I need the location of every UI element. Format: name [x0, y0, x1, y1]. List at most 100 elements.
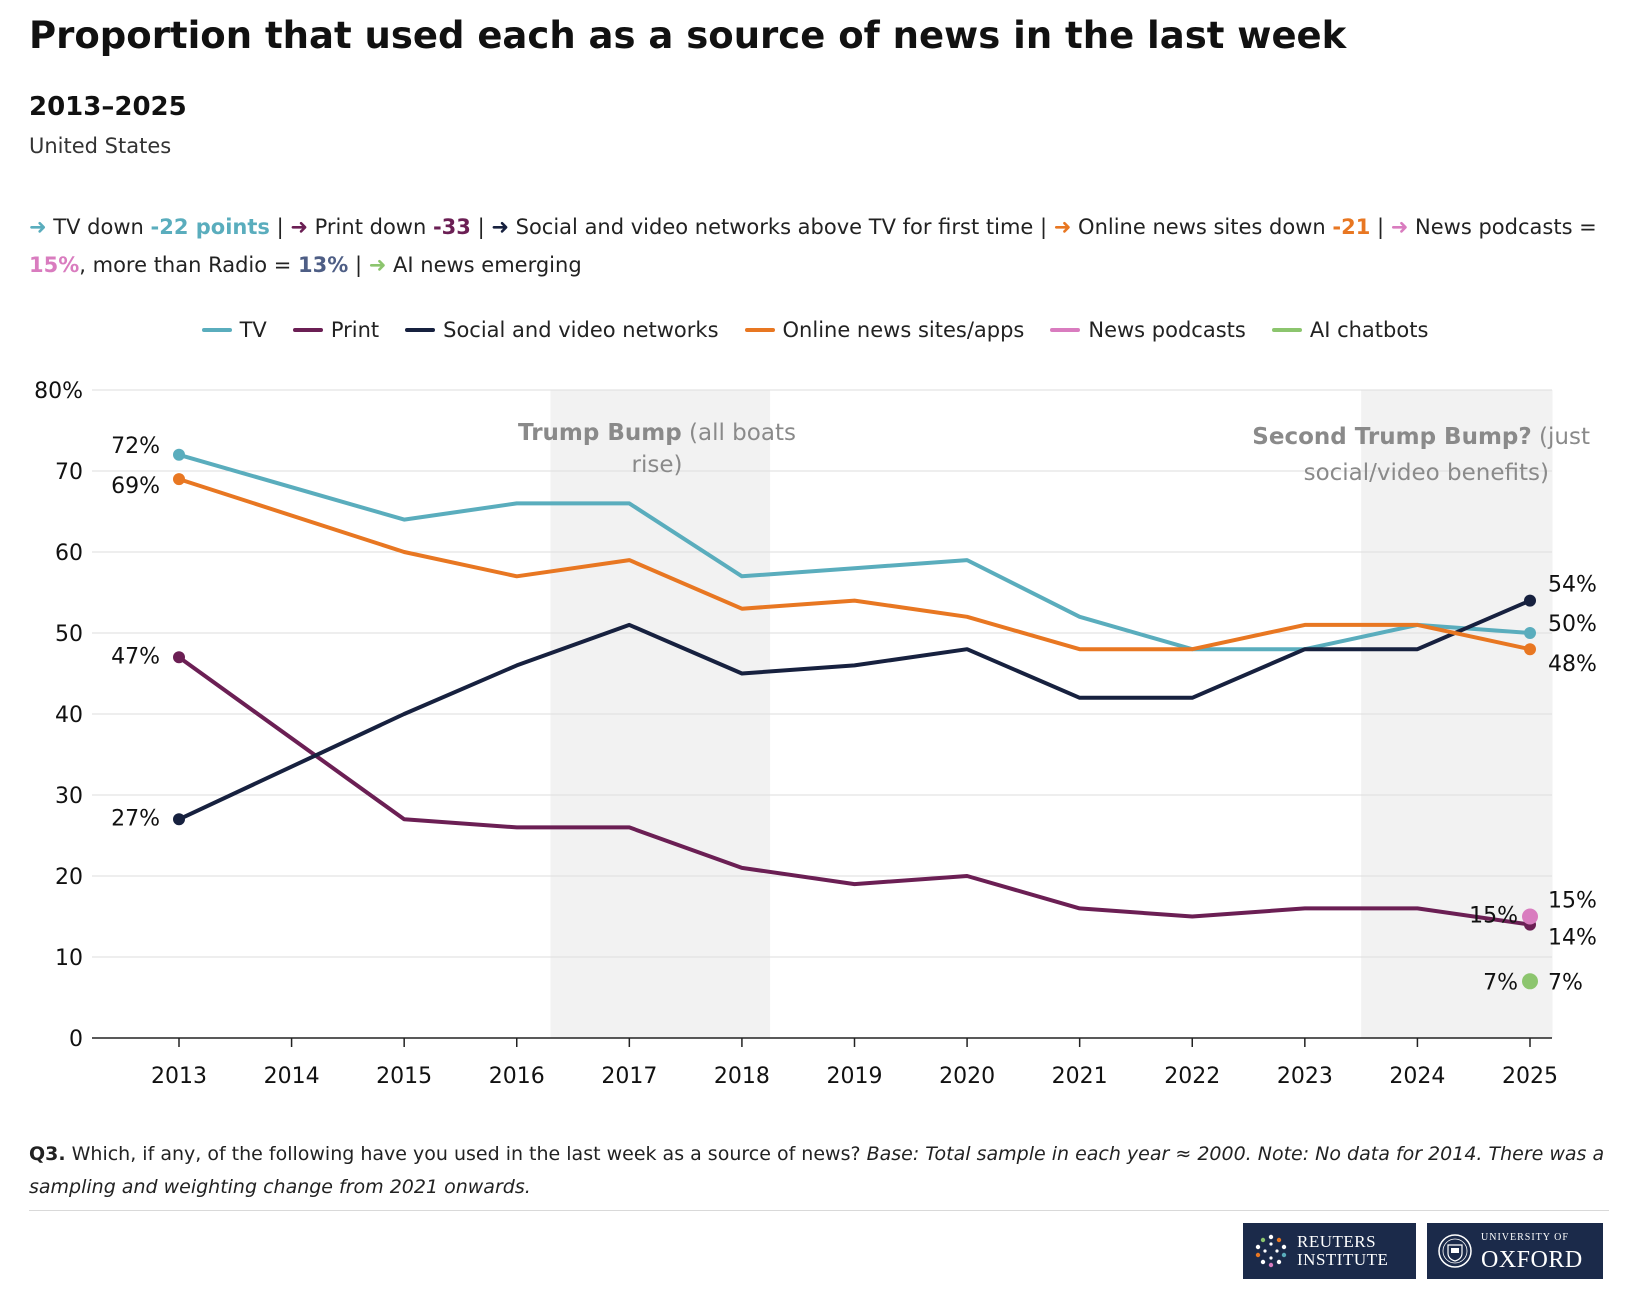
x-tick-label: 2023	[1277, 1064, 1333, 1089]
legend-swatch	[405, 328, 436, 332]
oxford-logo-line1: UNIVERSITY OF	[1481, 1232, 1569, 1243]
summary-text: , more than Radio =	[79, 253, 299, 277]
y-tick-label: 0	[69, 1027, 83, 1052]
series-line	[178, 452, 1531, 652]
series-end-label: 7%	[1548, 970, 1583, 995]
summary-arrow-icon: ➜	[290, 215, 308, 239]
legend-label: Social and video networks	[443, 318, 719, 342]
summary-arrow-icon: ➜	[29, 215, 47, 239]
summary-text: TV down	[46, 215, 151, 239]
summary-text: News podcasts =	[1408, 215, 1597, 239]
series-start-label: 15%	[1469, 904, 1518, 929]
legend-label: TV	[239, 318, 267, 342]
series-end-point	[1524, 643, 1536, 656]
y-tick-label: 40	[55, 703, 83, 728]
y-tick-label: 50	[55, 622, 83, 647]
x-tick-label: 2014	[264, 1064, 320, 1089]
x-tick-label: 2017	[601, 1064, 657, 1089]
annotation-trump-bump-line2: rise)	[632, 452, 683, 478]
summary-arrow-icon: ➜	[1390, 215, 1409, 239]
annotation-second-trump-bump: Second Trump Bump? (just	[1252, 424, 1590, 450]
y-tick-label: 70	[55, 460, 83, 485]
summary-highlight: 13%	[298, 253, 349, 277]
summary-text: Online news sites down	[1071, 215, 1333, 239]
series-end-label: 54%	[1548, 573, 1597, 598]
annotation-second-trump-bump-line2: social/video benefits)	[1304, 460, 1549, 486]
y-tick-label: 80%	[34, 379, 83, 404]
footnote-question-id: Q3.	[29, 1143, 66, 1165]
summary-separator: |	[1033, 215, 1054, 239]
series-start-label: 69%	[111, 474, 160, 499]
legend-item: Social and video networks	[405, 318, 719, 342]
reuters-institute-logo: REUTERS INSTITUTE	[1243, 1223, 1416, 1279]
region-label: United States	[29, 134, 172, 158]
legend-swatch	[292, 328, 323, 332]
series-end-point	[1522, 973, 1538, 990]
y-tick-label: 20	[55, 865, 83, 890]
series-end-label: 48%	[1548, 652, 1597, 677]
summary-separator: |	[348, 253, 369, 277]
series-start-point	[173, 448, 185, 461]
legend-item: Print	[292, 318, 380, 342]
legend-label: Print	[330, 318, 380, 342]
line-chart: 0 10 20 30 40 50 60 70 80% Trump Bump (all boats r…	[34, 379, 1597, 1089]
series-start-label: 27%	[111, 806, 160, 831]
annotation-trump-bump: Trump Bump (all boats	[518, 420, 796, 446]
x-tick-label: 2015	[376, 1064, 432, 1089]
y-tick-label: 60	[55, 541, 83, 566]
summary-highlight: -21	[1332, 215, 1371, 239]
y-tick-label: 30	[55, 784, 83, 809]
x-tick-label: 2018	[714, 1064, 770, 1089]
series-start-label: 72%	[111, 434, 160, 459]
x-tick-label: 2021	[1052, 1064, 1108, 1089]
series-end-point	[1524, 594, 1536, 607]
summary-highlight: 15%	[29, 253, 80, 277]
summary-arrow-icon: ➜	[368, 253, 387, 277]
summary-text: Print down	[307, 215, 433, 239]
series-end-point	[1524, 627, 1536, 639]
summary-separator: |	[1370, 215, 1391, 239]
footnote: Q3. Which, if any, of the following have…	[29, 1138, 1609, 1204]
summary-line: ➜ TV down -22 points | ➜ Print down -33 …	[29, 208, 1609, 284]
summary-separator: |	[269, 215, 291, 239]
series-start-point	[173, 473, 185, 486]
summary-separator: |	[470, 215, 492, 239]
reuters-dots-icon	[1255, 1234, 1287, 1268]
x-tick-label: 2016	[489, 1064, 545, 1089]
summary-text: AI news emerging	[386, 253, 582, 277]
reuters-logo-line1: REUTERS	[1297, 1232, 1377, 1251]
series-line	[177, 655, 1531, 927]
summary-text: Social and video networks above TV for f…	[508, 215, 1034, 239]
x-tick-label: 2024	[1389, 1064, 1445, 1089]
series-start-point	[173, 651, 185, 664]
legend-label: Online news sites/apps	[782, 318, 1025, 342]
series-end-label: 15%	[1548, 889, 1597, 914]
chart-legend: TV Print Social and video networks Online n…	[0, 318, 1630, 342]
legend-swatch	[1271, 328, 1302, 332]
x-tick-label: 2020	[939, 1064, 995, 1089]
series-end-label: 14%	[1548, 926, 1597, 951]
x-tick-label: 2022	[1164, 1064, 1220, 1089]
summary-arrow-icon: ➜	[491, 215, 509, 239]
series-end-label: 50%	[1548, 612, 1597, 637]
footnote-question: Which, if any, of the following have you…	[65, 1143, 867, 1165]
legend-label: News podcasts	[1088, 318, 1246, 342]
oxford-logo: UNIVERSITY OF OXFORD	[1427, 1223, 1603, 1279]
legend-label: AI chatbots	[1309, 318, 1429, 342]
series-line	[178, 477, 1531, 652]
legend-item: TV	[201, 318, 267, 342]
footnote-note: Base: Total sample in each year ≈ 2000. …	[29, 1143, 1605, 1198]
y-tick-label: 10	[55, 946, 83, 971]
legend-item: News podcasts	[1050, 318, 1246, 342]
legend-swatch	[201, 328, 232, 332]
x-tick-label: 2025	[1502, 1064, 1558, 1089]
summary-highlight: -22 points	[150, 215, 270, 239]
legend-item: Online news sites/apps	[744, 318, 1025, 342]
footer-divider	[29, 1210, 1609, 1211]
chart-subtitle: 2013–2025	[29, 92, 187, 122]
series-start-point	[173, 813, 185, 826]
series-end-point	[1522, 908, 1538, 925]
chart-title: Proportion that used each as a source of…	[29, 14, 1347, 57]
series-line	[178, 598, 1531, 822]
reuters-logo-line2: INSTITUTE	[1297, 1250, 1389, 1269]
